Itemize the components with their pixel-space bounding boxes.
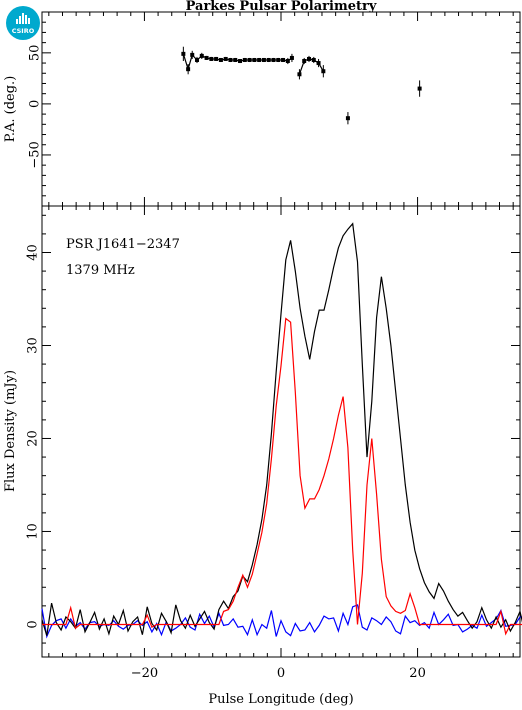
pa-point [345,116,350,121]
pa-point [242,57,247,62]
logo-wave-bar [22,13,24,24]
profile-series [41,222,522,639]
pa-point [204,55,209,60]
pa-point [311,57,316,62]
pa-point [321,69,326,74]
pa-point [238,59,243,64]
pa-ticks: 50 0 −50 [28,12,520,206]
pa-point [276,57,281,62]
pa-point [195,57,200,62]
pa-y-tick-label: −50 [28,141,43,168]
pa-point [316,61,321,66]
chart-title: Parkes Pulsar Polarimetry [186,0,377,14]
pa-connector [182,53,293,72]
pa-panel: 50 0 −50 P.A. (deg.) [3,11,521,207]
pa-points [181,46,422,125]
profile-x-tick-label: −20 [131,666,158,681]
pa-point [209,56,214,61]
profile-ylabel: Flux Density (mJy) [3,370,18,492]
pa-point [181,51,186,56]
pa-point [199,53,204,58]
pa-point [261,57,266,62]
pa-point [257,57,262,62]
pa-ylabel: P.A. (deg.) [3,76,18,143]
pa-point [218,57,223,62]
pa-point [233,57,238,62]
logo-wave-bar [16,19,18,24]
pa-point [306,56,311,61]
csiro-logo-waves [16,13,30,24]
profile-y-tick-label: 40 [26,244,41,261]
pa-y-tick-label: 50 [28,45,43,62]
pa-panel-frame [41,11,521,207]
profile-y-tick-label: 30 [26,337,41,354]
pa-point [266,57,271,62]
csiro-logo-text: CSIRO [12,27,35,35]
pa-point [281,57,286,62]
pa-point [297,72,302,77]
pa-point [417,86,422,91]
pa-point [302,59,307,64]
pa-point [252,57,257,62]
logo-wave-bar [25,15,27,24]
annotation-frequency: 1379 MHz [66,263,135,278]
profile-panel: 0 10 20 30 40 −20 0 20 Flux Density (mJy) Pulse… [3,205,522,707]
annotation-pulsar-name: PSR J1641−2347 [66,237,180,252]
profile-y-tick-label: 0 [26,620,41,628]
pa-point [271,57,276,62]
profile-xlabel: Pulse Longitude (deg) [208,692,353,707]
profile-line-circular [41,604,522,639]
pa-point [214,56,219,61]
profile-line-linear [42,317,522,636]
csiro-logo: CSIRO [6,6,40,40]
profile-x-tick-label: 20 [409,666,426,681]
pa-point [223,56,228,61]
pa-point [186,67,191,72]
profile-line-total [41,222,522,636]
pa-y-tick-label: 0 [28,100,43,108]
profile-y-tick-label: 10 [26,523,41,540]
logo-wave-bar [28,18,30,24]
pa-point [190,52,195,57]
logo-wave-bar [19,16,21,24]
profile-ticks: 0 10 20 30 40 −20 0 20 [26,206,520,681]
profile-x-tick-label: 0 [277,666,285,681]
pa-point [285,59,290,64]
pa-point [228,57,233,62]
pa-point [247,57,252,62]
pa-point [289,55,294,60]
profile-y-tick-label: 20 [26,430,41,447]
